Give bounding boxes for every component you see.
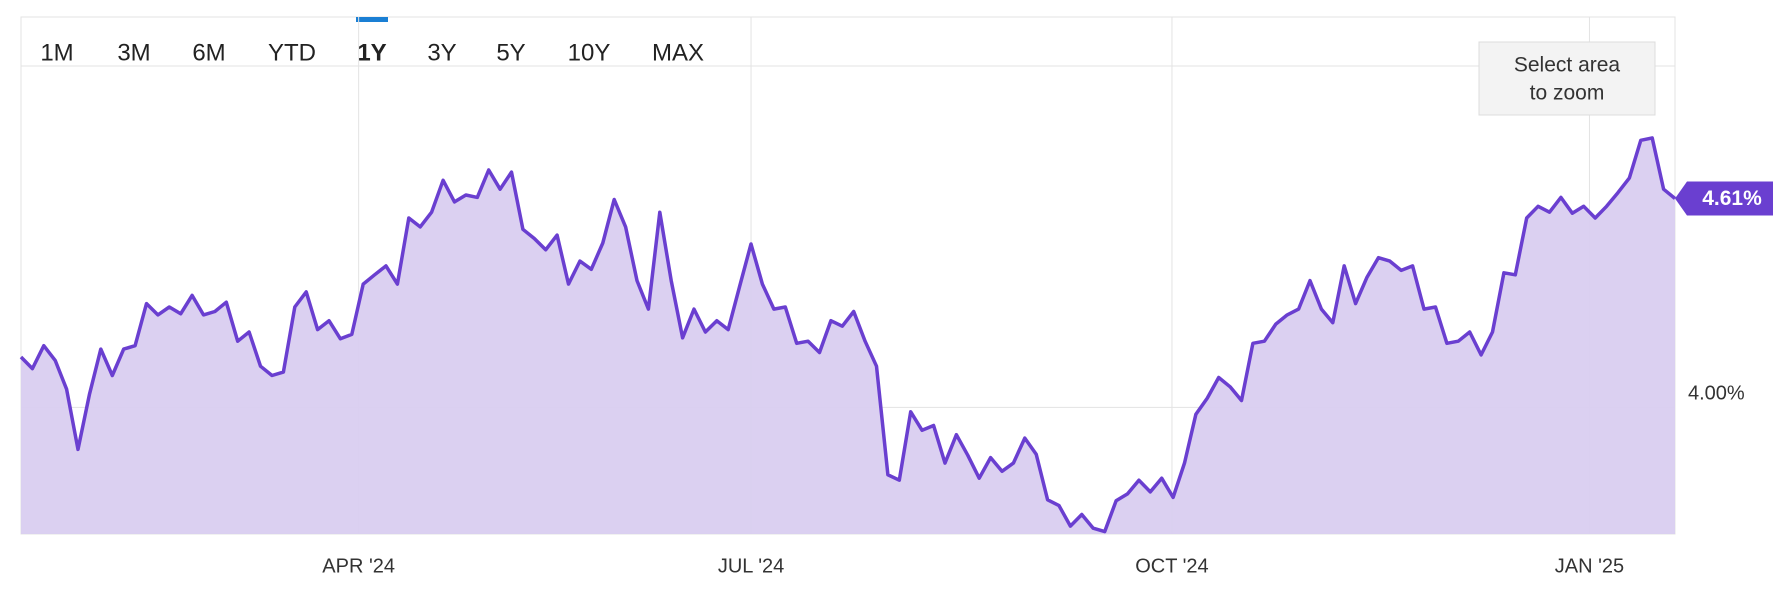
range-button[interactable]: 1Y bbox=[357, 39, 386, 66]
area bbox=[21, 137, 1675, 534]
line bbox=[19, 136, 1677, 534]
range-button[interactable]: YTD bbox=[268, 39, 316, 66]
zoom-hint-line: to zoom bbox=[1530, 82, 1605, 105]
x-tick-label: OCT '24 bbox=[1135, 555, 1208, 577]
x-tick-label: APR '24 bbox=[322, 555, 395, 577]
range-button[interactable]: 1M bbox=[40, 39, 73, 66]
y-tick-label: 4.00% bbox=[1688, 383, 1745, 405]
range-button[interactable]: 6M bbox=[192, 39, 225, 66]
range-button[interactable]: 3M bbox=[117, 39, 150, 66]
range-button: MAX bbox=[652, 39, 704, 66]
range-button: 10Y bbox=[568, 39, 611, 66]
zoom-hint-box bbox=[1478, 41, 1656, 116]
zoom-hint-line: Select area bbox=[1514, 54, 1621, 77]
x-tick-label: JAN '25 bbox=[1555, 555, 1624, 577]
range-buttons: 1M 3M 6M YTD 1Y 3Y 5Y 10Y MAX bbox=[40, 17, 704, 66]
last-value-tag bbox=[1675, 181, 1773, 216]
x-tick-label: JUL '24 bbox=[718, 555, 784, 577]
range-button[interactable]: 3Y bbox=[427, 39, 456, 66]
range-button[interactable]: 5Y bbox=[496, 39, 525, 66]
plot: APR '24 JUL '24 OCT '24 JAN '25 4.00% 4.61% bbox=[19, 17, 1773, 577]
selected-indicator bbox=[356, 17, 388, 22]
zoom-hint: Select area to zoom bbox=[1478, 41, 1656, 116]
last-value-label: 4.61% bbox=[1702, 187, 1762, 210]
